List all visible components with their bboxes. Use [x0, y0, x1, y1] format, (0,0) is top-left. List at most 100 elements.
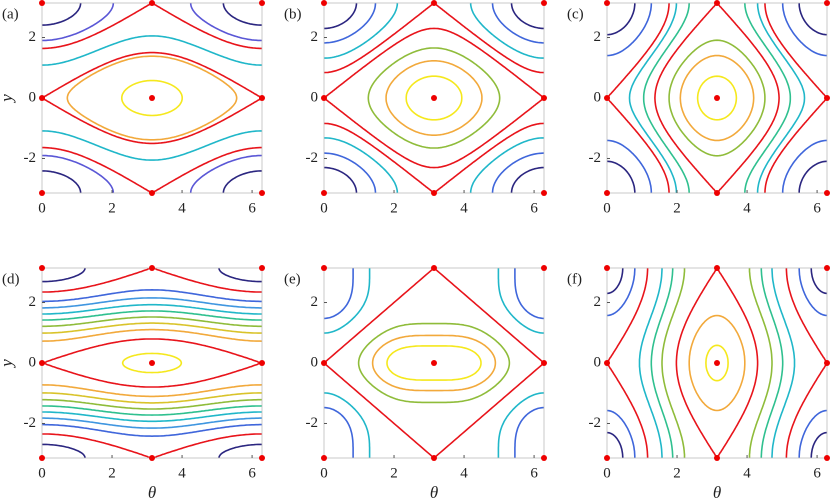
fixed-point	[540, 454, 547, 461]
x-tick-label: 4	[460, 465, 468, 481]
contour-line	[121, 79, 183, 117]
fixed-point	[604, 360, 610, 366]
x-tick-label: 2	[108, 465, 116, 481]
y-tick-label: 2	[594, 294, 602, 310]
fixed-point	[540, 95, 547, 101]
fixed-point	[148, 454, 155, 461]
x-tick-label: 4	[743, 200, 751, 216]
fixed-point	[258, 454, 265, 461]
contour-line	[705, 344, 729, 382]
y-tick-label: -2	[24, 415, 37, 431]
contour-line	[42, 303, 262, 423]
fixed-point	[540, 189, 547, 196]
fixed-point	[258, 95, 265, 101]
fixed-point	[823, 454, 830, 461]
contour-line	[607, 3, 827, 193]
fixed-point	[258, 189, 265, 196]
x-axis-label: θ	[713, 483, 721, 502]
contour-line	[668, 39, 766, 157]
contour-line	[357, 322, 511, 404]
fixed-point	[713, 189, 720, 196]
contour-line	[42, 3, 262, 193]
y-tick-label: 2	[311, 29, 319, 45]
y-tick-label: 0	[311, 354, 319, 370]
contour-line	[324, 3, 544, 193]
y-tick-label: -2	[24, 150, 37, 166]
y-axis-label: y	[0, 94, 16, 104]
panel: 0 2 4 6 -2 0 2 (c)	[567, 0, 830, 216]
x-tick-label: 2	[673, 200, 681, 216]
contour-line	[696, 75, 738, 121]
contour-line	[607, 268, 827, 458]
fixed-point	[713, 0, 720, 7]
panel-label: (a)	[2, 6, 19, 22]
fixed-point	[430, 95, 437, 101]
x-tick-label: 0	[38, 200, 46, 216]
contour-line	[650, 268, 784, 458]
panel-label: (c)	[567, 6, 584, 22]
panel-label: (e)	[284, 271, 301, 287]
x-axis-label: θ	[148, 483, 156, 502]
fixed-point	[604, 265, 610, 272]
contour-line	[688, 314, 746, 412]
contour-line	[42, 328, 262, 398]
fixed-point	[321, 189, 327, 196]
x-tick-label: 4	[178, 465, 186, 481]
contour-line	[324, 268, 544, 458]
fixed-point	[540, 265, 547, 272]
contour-line	[324, 268, 544, 458]
contour-line	[42, 268, 262, 458]
fixed-point	[148, 0, 155, 7]
contour-line	[405, 75, 463, 121]
x-axis-label: θ	[430, 483, 438, 502]
fixed-point	[258, 360, 265, 366]
x-tick-label: 2	[108, 200, 116, 216]
x-tick-label: 0	[38, 465, 46, 481]
contour-line	[386, 345, 482, 381]
fixed-point	[148, 265, 155, 272]
contour-line	[367, 47, 501, 149]
contour-line	[42, 268, 262, 458]
y-tick-label: -2	[589, 415, 602, 431]
contour-line	[607, 268, 827, 458]
x-tick-label: 6	[530, 465, 538, 481]
contour-line	[42, 289, 262, 437]
fixed-point	[604, 0, 610, 7]
fixed-point	[321, 265, 327, 272]
panel-label: (b)	[284, 6, 302, 22]
panel-label: (f)	[567, 271, 582, 287]
panel: 0 2 4 6 -2 0 2 (d) y θ	[0, 265, 265, 502]
contour-line	[324, 3, 544, 193]
contour-line	[675, 268, 759, 458]
fixed-point	[39, 454, 45, 461]
x-tick-label: 0	[320, 465, 328, 481]
fixed-point	[39, 0, 45, 7]
x-tick-label: 2	[390, 200, 398, 216]
y-tick-label: -2	[306, 150, 319, 166]
fixed-point	[321, 0, 327, 7]
contour-line	[42, 322, 262, 404]
panel: 0 2 4 6 -2 0 2 (a) y	[0, 0, 265, 216]
fixed-point	[540, 0, 547, 7]
fixed-point	[258, 0, 265, 7]
x-tick-label: 4	[178, 200, 186, 216]
fixed-point	[713, 265, 720, 272]
y-tick-label: 0	[29, 354, 37, 370]
fixed-point	[321, 95, 327, 101]
fixed-point	[430, 360, 437, 366]
fixed-point	[540, 360, 547, 366]
contour-line	[42, 3, 262, 193]
contour-line	[661, 268, 773, 458]
fixed-point	[148, 189, 155, 196]
fixed-point	[321, 454, 327, 461]
fixed-point	[713, 454, 720, 461]
y-tick-label: 2	[311, 294, 319, 310]
contour-line	[66, 55, 238, 141]
contour-line	[42, 3, 262, 193]
contour-line	[679, 54, 755, 142]
y-tick-label: 2	[29, 294, 37, 310]
fixed-point	[430, 189, 437, 196]
contour-line	[371, 334, 497, 392]
y-tick-label: -2	[306, 415, 319, 431]
